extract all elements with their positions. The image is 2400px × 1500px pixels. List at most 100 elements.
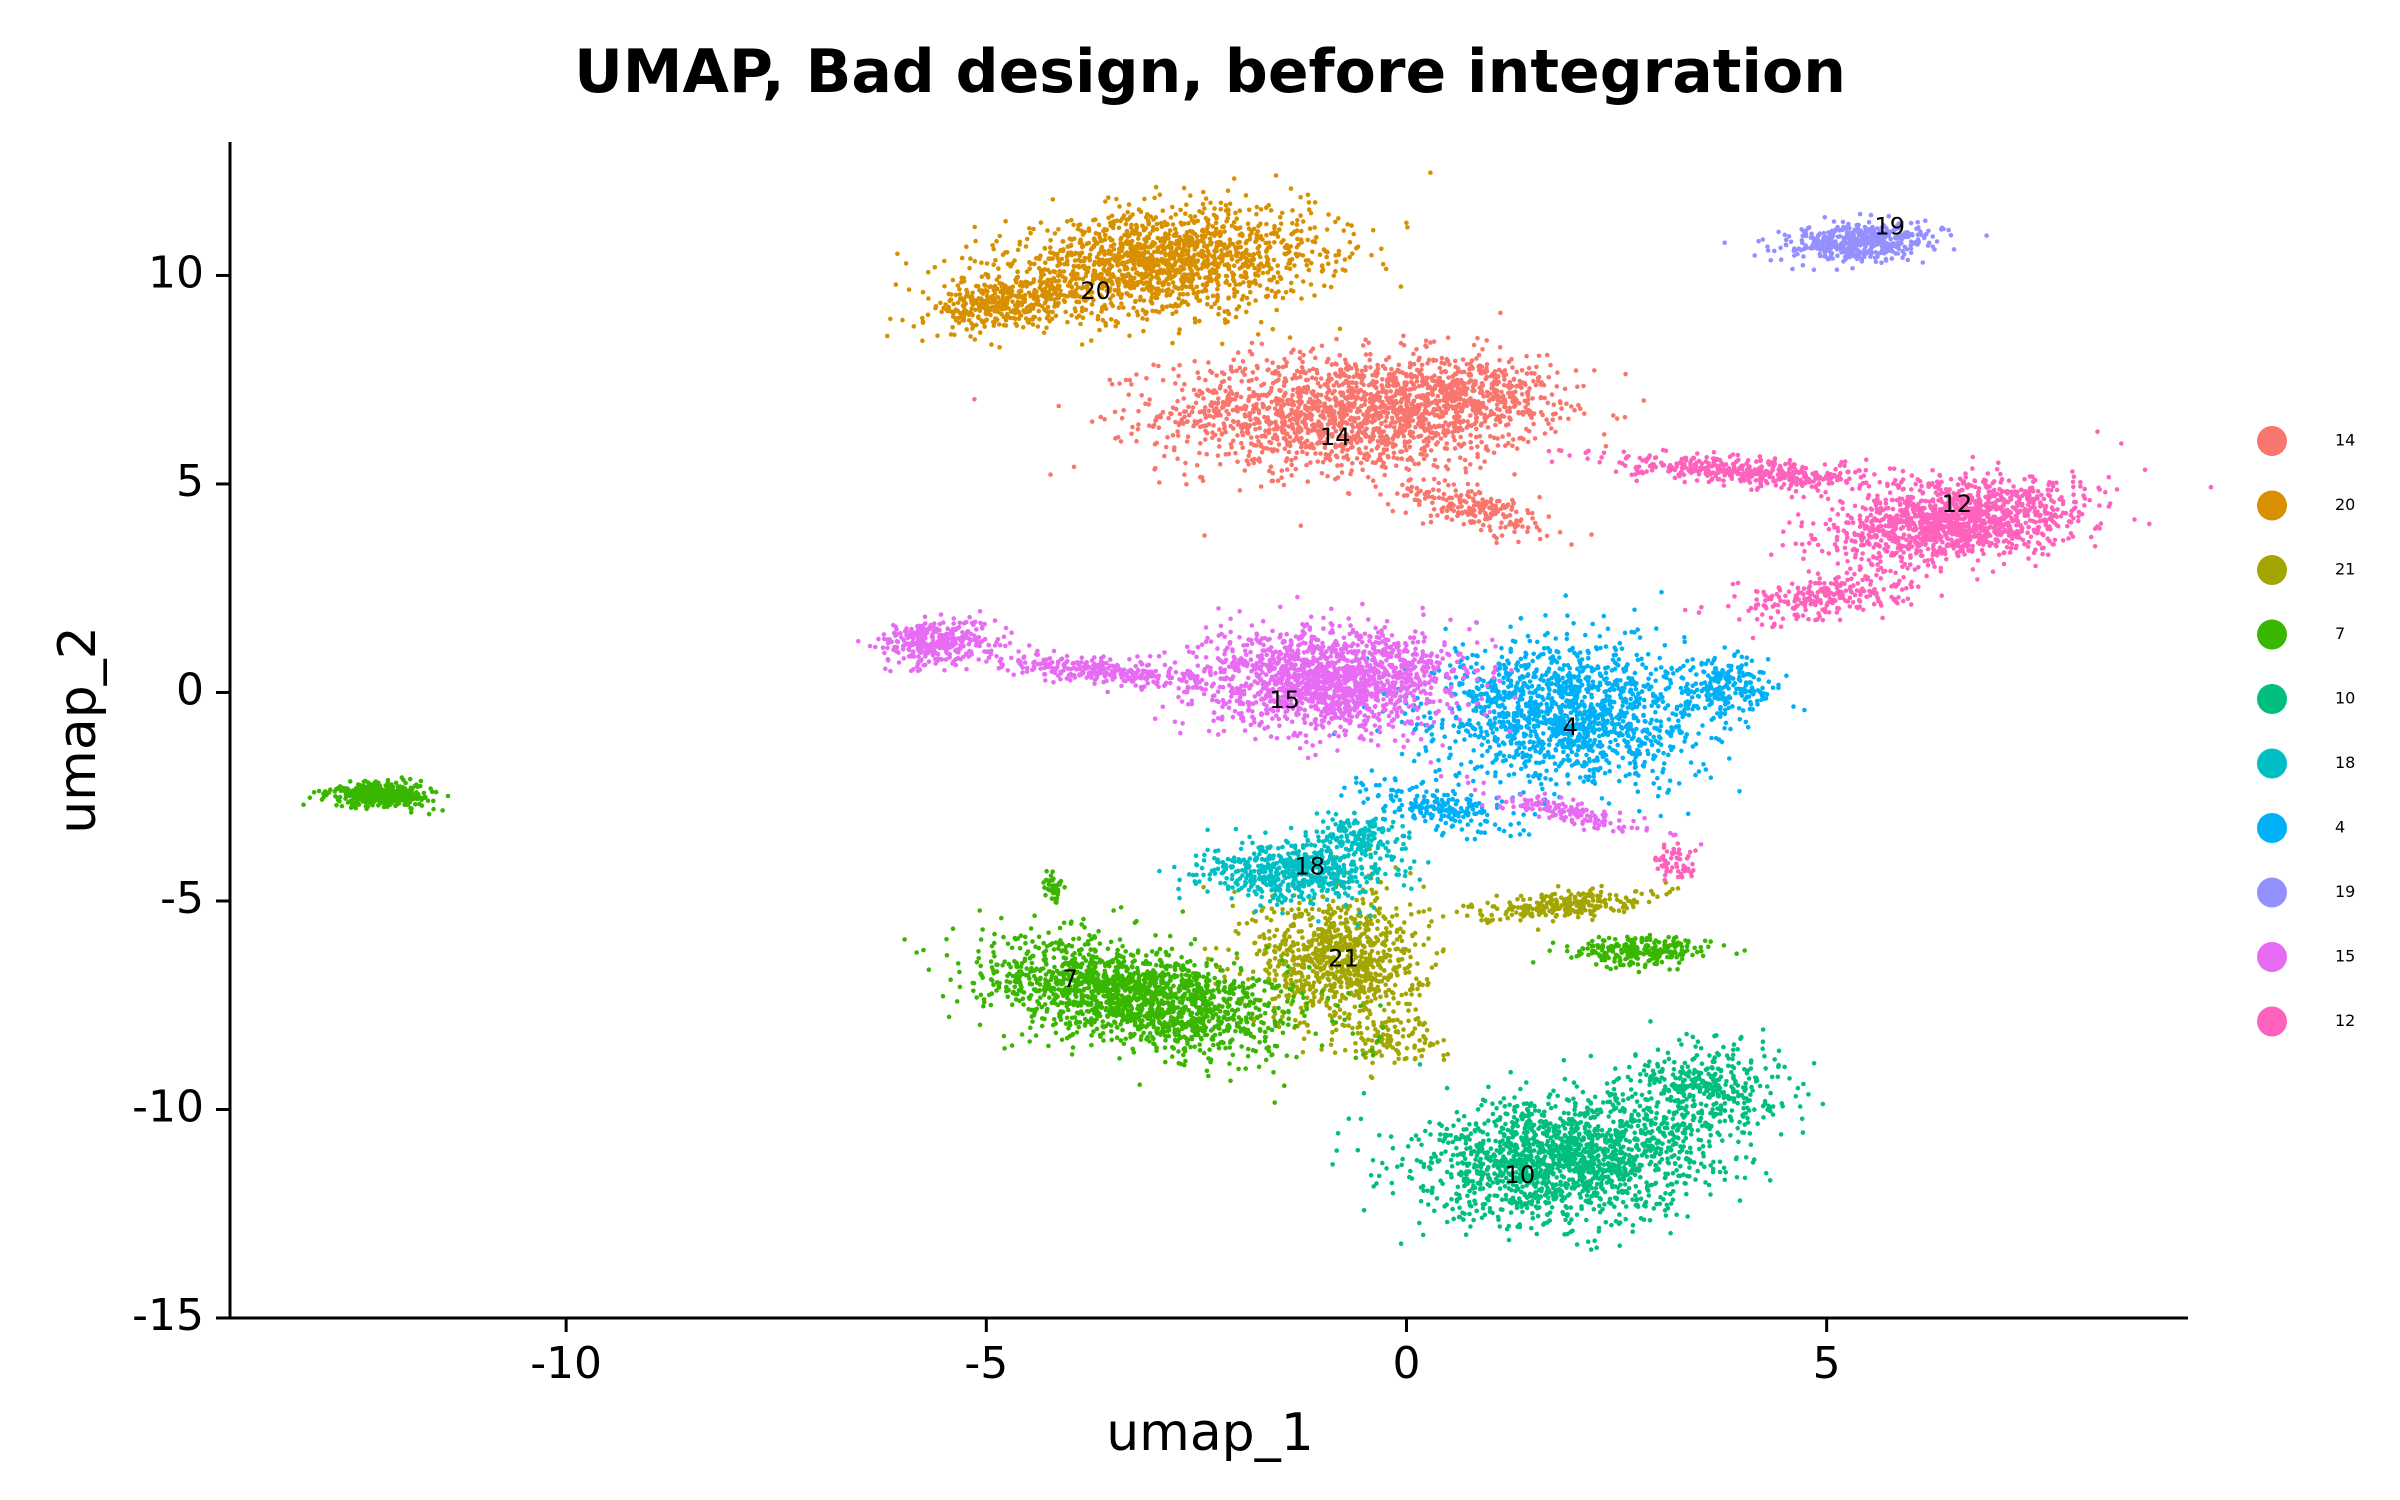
- point-cluster-20: [1243, 240, 1249, 246]
- point-cluster-14: [1428, 519, 1434, 525]
- point-cluster-20: [1134, 309, 1140, 315]
- point-cluster-14: [1360, 467, 1365, 473]
- point-cluster-14: [1224, 416, 1229, 422]
- point-cluster-14: [1375, 439, 1381, 444]
- point-cluster-20: [968, 297, 974, 303]
- point-cluster-14: [1134, 438, 1139, 444]
- point-cluster-14: [1441, 491, 1447, 497]
- point-cluster-20: [1205, 248, 1211, 254]
- point-cluster-14: [1518, 517, 1524, 522]
- point-cluster-14: [1113, 436, 1118, 441]
- point-cluster-14: [1419, 362, 1425, 368]
- point-cluster-21: [1286, 947, 1292, 952]
- point-cluster-14: [1338, 403, 1343, 408]
- point-cluster-20: [1340, 267, 1345, 272]
- point-cluster-14: [1368, 352, 1373, 357]
- point-cluster-20: [1106, 266, 1112, 272]
- point-cluster-14: [1531, 411, 1537, 416]
- point-cluster-14: [1056, 403, 1061, 409]
- point-cluster-14: [1299, 435, 1304, 441]
- point-cluster-14: [1335, 475, 1341, 480]
- point-cluster-14: [1416, 404, 1422, 410]
- point-cluster-20: [1170, 311, 1175, 317]
- point-cluster-21: [1386, 1001, 1392, 1007]
- point-cluster-20: [1173, 212, 1178, 217]
- point-cluster-14: [1354, 394, 1360, 400]
- point-cluster-14: [1098, 414, 1103, 420]
- point-cluster-20: [1094, 241, 1100, 246]
- point-cluster-20: [1287, 335, 1293, 340]
- point-cluster-20: [1224, 278, 1229, 284]
- point-cluster-20: [1287, 266, 1293, 272]
- point-cluster-20: [1296, 242, 1301, 248]
- point-cluster-14: [1416, 461, 1421, 467]
- point-cluster-14: [1360, 372, 1365, 378]
- point-cluster-14: [1553, 411, 1558, 416]
- point-cluster-14: [1134, 372, 1139, 377]
- point-cluster-14: [1562, 386, 1568, 392]
- point-cluster-14: [1334, 380, 1339, 385]
- point-cluster-14: [1260, 401, 1265, 407]
- point-cluster-20: [1208, 200, 1213, 206]
- point-cluster-14: [1291, 347, 1296, 353]
- point-cluster-20: [1239, 231, 1244, 236]
- point-cluster-20: [1294, 228, 1300, 233]
- point-cluster-14: [1234, 404, 1240, 410]
- point-cluster-14: [1417, 355, 1422, 361]
- point-cluster-20: [1273, 173, 1279, 178]
- point-cluster-21: [1272, 977, 1278, 982]
- point-cluster-20: [1099, 309, 1104, 314]
- point-cluster-20: [1264, 221, 1269, 227]
- point-cluster-14: [1463, 401, 1468, 407]
- point-cluster-14: [1336, 383, 1342, 388]
- point-cluster-20: [1038, 282, 1044, 288]
- point-cluster-14: [1310, 366, 1316, 372]
- point-cluster-14: [1392, 378, 1397, 384]
- point-cluster-14: [1614, 416, 1620, 421]
- point-cluster-14: [1350, 444, 1355, 450]
- point-cluster-20: [1040, 288, 1046, 293]
- point-cluster-20: [987, 284, 992, 290]
- point-cluster-14: [1445, 335, 1451, 341]
- point-cluster-20: [949, 292, 954, 297]
- point-cluster-20: [1092, 268, 1098, 274]
- point-cluster-20: [1156, 277, 1162, 283]
- point-cluster-20: [1202, 258, 1207, 264]
- point-cluster-20: [1269, 288, 1274, 294]
- point-cluster-14: [1444, 441, 1450, 446]
- point-cluster-20: [1229, 223, 1235, 229]
- point-cluster-14: [1469, 445, 1474, 451]
- point-cluster-20: [1139, 262, 1145, 267]
- point-cluster-14: [1525, 525, 1531, 530]
- point-cluster-14: [1375, 366, 1381, 372]
- point-cluster-21: [1395, 1001, 1401, 1006]
- point-cluster-21: [1354, 897, 1359, 903]
- point-cluster-14: [1129, 382, 1134, 387]
- point-cluster-20: [1013, 316, 1018, 322]
- point-cluster-14: [1383, 419, 1388, 424]
- point-cluster-14: [1430, 436, 1435, 441]
- point-cluster-20: [987, 305, 993, 311]
- point-cluster-21: [1330, 898, 1336, 904]
- point-cluster-20: [1168, 215, 1174, 220]
- point-cluster-20: [1185, 291, 1190, 297]
- point-cluster-14: [1402, 444, 1408, 449]
- point-cluster-14: [1525, 389, 1531, 395]
- point-cluster-20: [1086, 240, 1092, 246]
- point-cluster-21: [1426, 923, 1432, 929]
- point-cluster-14: [1344, 421, 1350, 427]
- point-cluster-20: [1034, 255, 1039, 261]
- point-cluster-14: [1476, 519, 1482, 524]
- point-cluster-14: [1335, 463, 1340, 468]
- point-cluster-14: [1325, 422, 1331, 427]
- point-cluster-20: [1347, 254, 1352, 260]
- point-cluster-20: [1179, 286, 1184, 291]
- point-cluster-20: [1035, 294, 1040, 300]
- point-cluster-21: [1375, 984, 1380, 990]
- point-cluster-14: [1457, 396, 1462, 402]
- point-cluster-14: [1322, 445, 1328, 451]
- point-cluster-21: [1416, 909, 1422, 915]
- point-cluster-20: [1317, 252, 1323, 257]
- point-cluster-20: [1255, 332, 1261, 337]
- point-cluster-14: [1507, 415, 1512, 420]
